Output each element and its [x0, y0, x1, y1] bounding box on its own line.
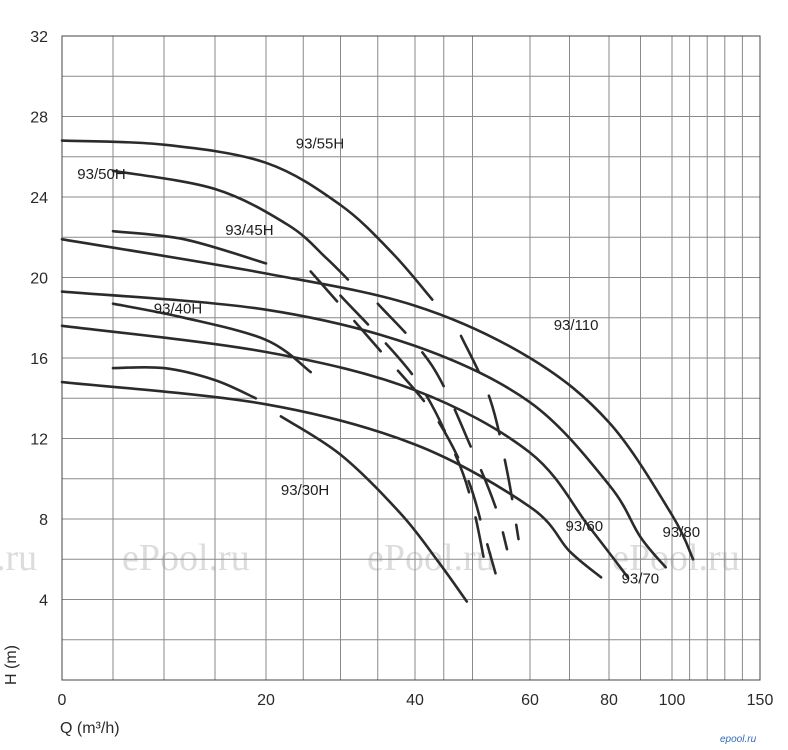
curve-unlabeled [279, 415, 469, 603]
y-tick-label: 28 [30, 110, 48, 127]
y-tick-label: 4 [39, 593, 48, 610]
x-tick-label: 80 [600, 692, 618, 709]
watermark-group: .ru ePool.ru ePool.ru ePool.ru epool.ru [0, 537, 757, 745]
axis-titles: Q (m³/h) H (m) [3, 645, 120, 737]
curve-93-50h [111, 169, 350, 281]
dashed-curve [376, 302, 509, 551]
series-label: 93/55H [296, 136, 344, 153]
x-axis-title: Q (m³/h) [60, 720, 120, 737]
watermark-text: ePool.ru [122, 537, 250, 579]
y-tick-label: 20 [30, 271, 48, 288]
y-tick-label: 32 [30, 29, 48, 46]
x-tick-label: 100 [659, 692, 686, 709]
x-tick-label: 150 [747, 692, 774, 709]
plot-frame [61, 35, 761, 681]
x-tick-label: 40 [406, 692, 424, 709]
series-label: 93/40H [154, 301, 202, 318]
x-tick-label: 0 [58, 692, 67, 709]
watermark-text: .ru [0, 537, 37, 579]
curve-93-60 [60, 380, 603, 579]
curve-93-45h [111, 229, 268, 265]
x-tick-label: 60 [521, 692, 539, 709]
y-tick-label: 8 [39, 512, 48, 529]
curve-93-40h [111, 302, 312, 374]
series-label: 93/50H [77, 166, 125, 183]
logo-text: epool.ru [720, 734, 757, 745]
x-axis-ticks: 0 20 40 60 80 100 150 [58, 692, 774, 709]
series-label: 93/30H [281, 482, 329, 499]
efficiency-dashed-curves [309, 270, 520, 575]
y-tick-label: 12 [30, 432, 48, 449]
series-label: 93/70 [622, 570, 660, 587]
dashed-curve [309, 270, 497, 575]
series-labels: 93/55H 93/50H 93/45H 93/40H 93/30H 93/110 93/8… [77, 136, 700, 588]
dashed-curve [459, 334, 520, 541]
series-label: 93/45H [225, 222, 273, 239]
y-tick-label: 16 [30, 351, 48, 368]
y-axis-ticks: 4 8 12 16 20 24 28 32 [30, 29, 48, 610]
series-label: 93/110 [554, 317, 599, 334]
curve-93-110 [60, 238, 695, 561]
curve-93-55h [60, 139, 434, 301]
watermark-text: ePool.ru [367, 537, 495, 579]
y-axis-title: H (m) [3, 645, 20, 685]
series-label: 93/80 [663, 524, 701, 541]
watermark-text: ePool.ru [612, 537, 740, 579]
series-label: 93/60 [566, 518, 604, 535]
x-tick-label: 20 [257, 692, 275, 709]
y-tick-label: 24 [30, 190, 48, 207]
curve-93-80 [60, 290, 667, 569]
curve-93-30h [111, 365, 258, 400]
